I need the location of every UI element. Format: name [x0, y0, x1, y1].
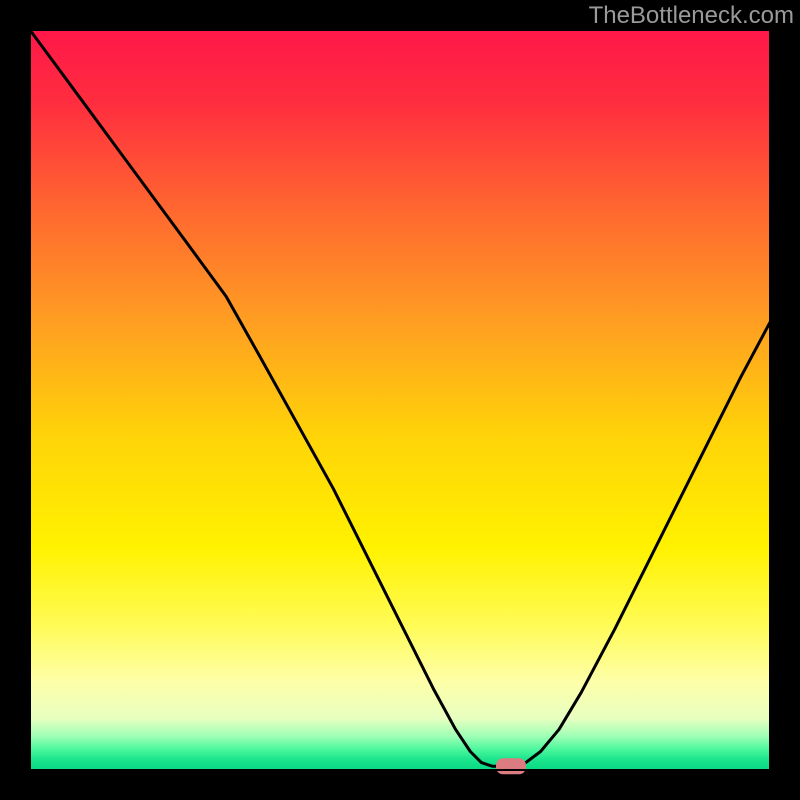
plot-area	[30, 30, 770, 770]
minimum-marker	[496, 758, 526, 774]
chart-root: TheBottleneck.com	[0, 0, 800, 800]
chart-svg	[0, 0, 800, 800]
watermark-text: TheBottleneck.com	[589, 2, 794, 30]
